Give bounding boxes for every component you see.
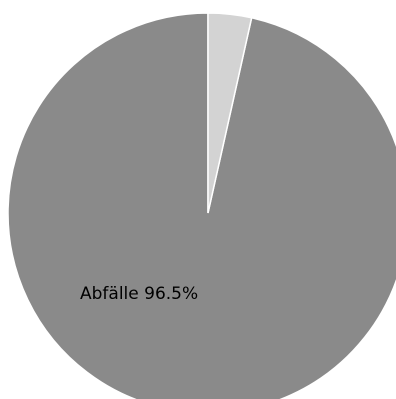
pie-slices [7,12,396,399]
pie-slice-abfaelle [7,12,396,399]
slice-label-abfaelle: Abfälle 96.5% [80,284,198,304]
pie-slice-other [207,12,253,214]
pie-labels: Abfälle 96.5% [80,284,198,304]
